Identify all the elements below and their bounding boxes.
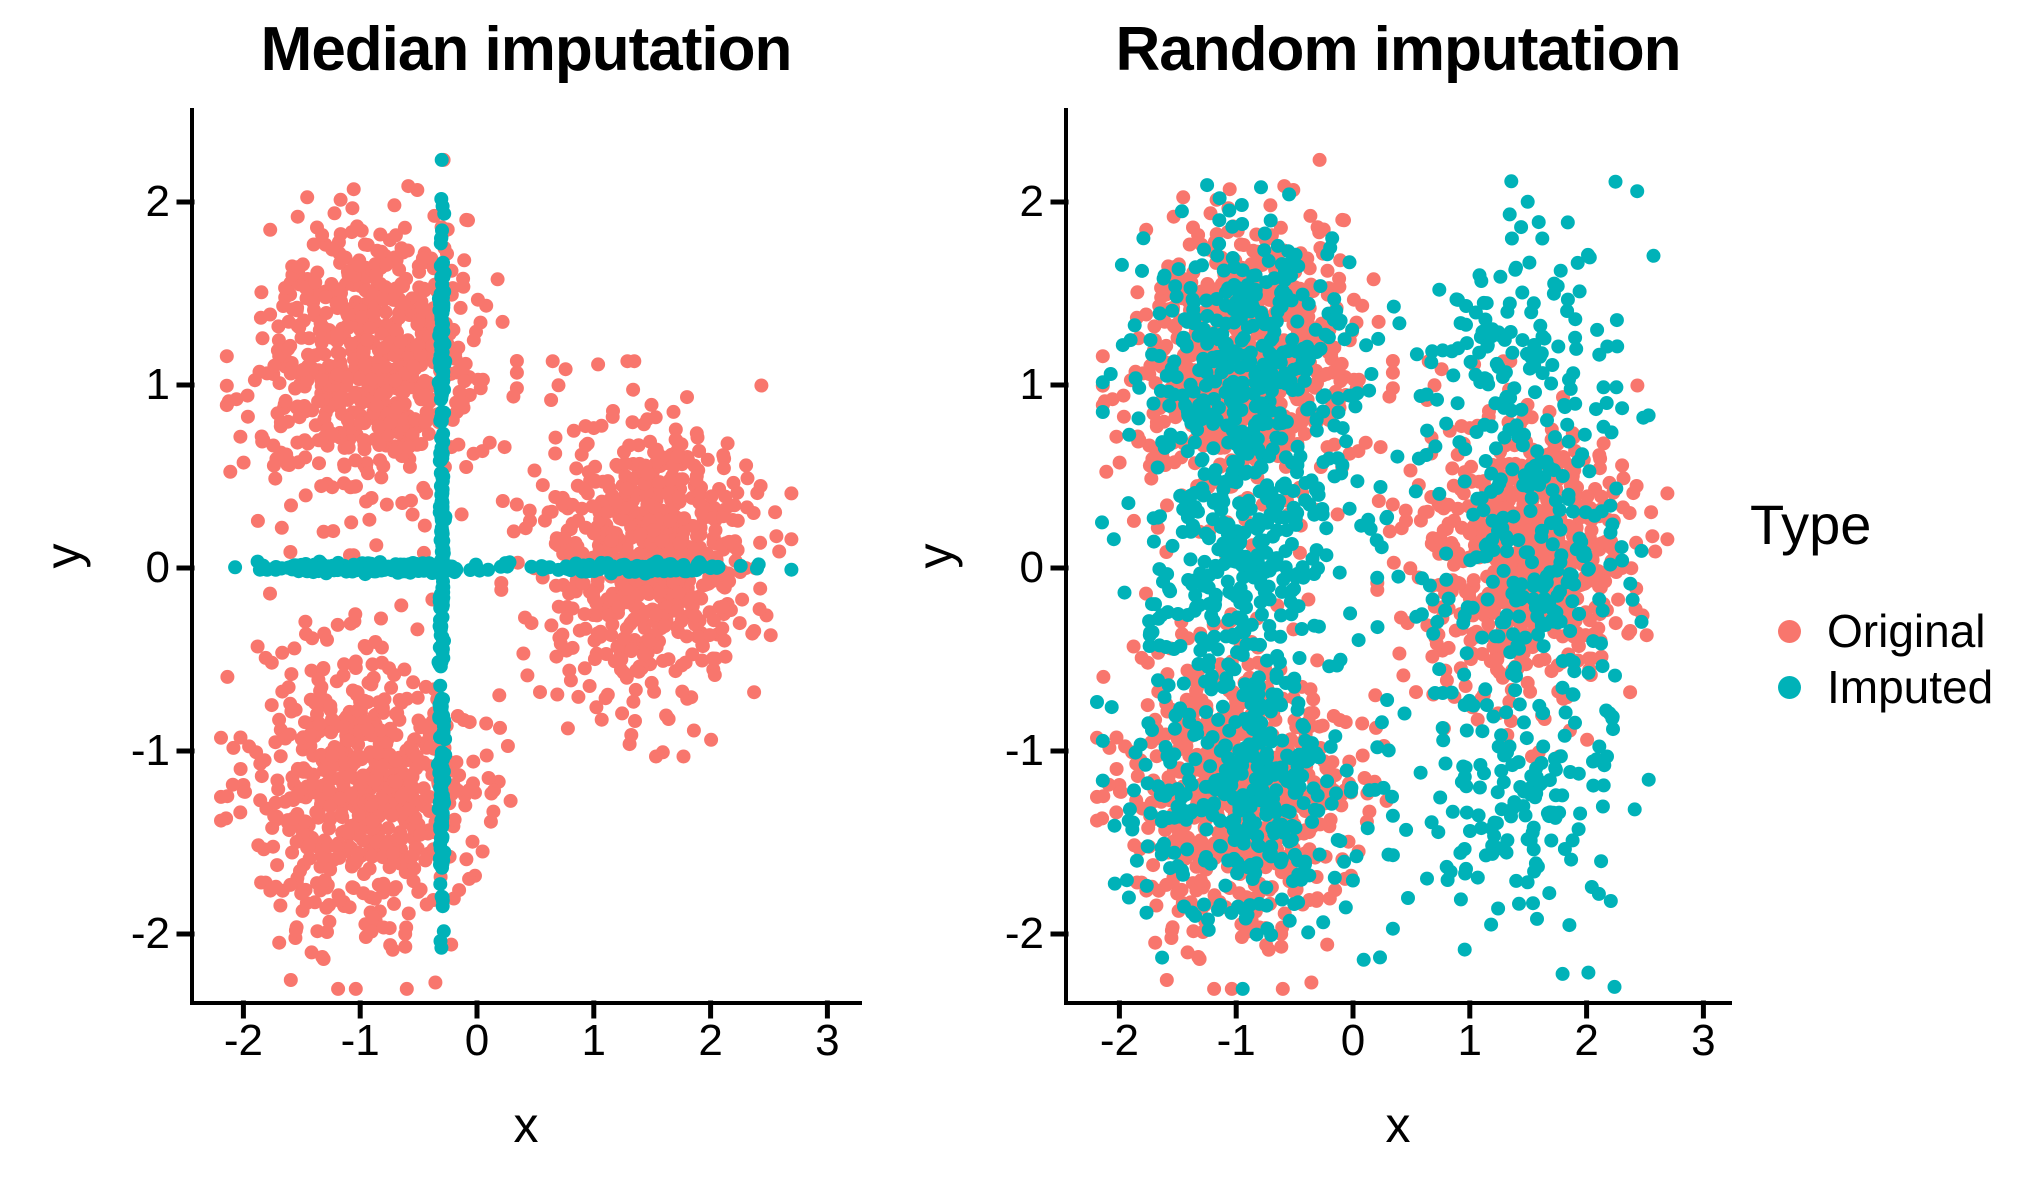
x-tick-label: -1 [1216,1016,1256,1065]
original-swatch-icon [1778,619,1801,643]
legend-label-imputed: Imputed [1827,661,1994,713]
y-tick-label: 2 [145,177,170,226]
y-tick-label: -2 [1004,909,1044,958]
legend: Type Original Imputed [1750,492,2040,715]
x-tick-label: -2 [1099,1016,1139,1065]
y-tick-label: -2 [130,909,170,958]
legend-title: Type [1750,493,1872,556]
y-tick-label: 0 [1019,543,1044,592]
panel-axes [1050,108,1732,1019]
imputed-points [1090,174,1661,996]
legend-item-original: Original [1750,603,2040,659]
panel2-x-axis-label: x [1385,1097,1411,1153]
panel-axes [176,108,862,1019]
y-tick-label: 0 [145,543,170,592]
y-tick-label: -1 [1004,726,1044,775]
x-tick-label: 3 [1691,1016,1716,1065]
x-tick-label: -1 [340,1016,380,1065]
x-tick-label: 3 [815,1016,840,1065]
x-tick-label: 2 [698,1016,723,1065]
legend-label-original: Original [1827,605,1986,657]
imputed-swatch-icon [1778,675,1801,699]
x-tick-label: 1 [581,1016,607,1065]
y-tick-label: 1 [145,360,170,409]
y-tick-label: -1 [130,726,170,775]
panel1-title: Median imputation [260,15,793,84]
x-tick-label: 0 [1340,1016,1366,1065]
imputed-points [228,152,799,955]
x-tick-label: -2 [223,1016,263,1065]
x-tick-label: 1 [1457,1016,1483,1065]
x-tick-label: 0 [464,1016,490,1065]
y-tick-label: 1 [1019,360,1044,409]
panel1-x-axis-label: x [513,1097,539,1153]
panel2-title: Random imputation [1115,15,1681,84]
legend-item-imputed: Imputed [1750,659,2040,715]
x-tick-label: 2 [1574,1016,1599,1065]
y-tick-label: 2 [1019,177,1044,226]
